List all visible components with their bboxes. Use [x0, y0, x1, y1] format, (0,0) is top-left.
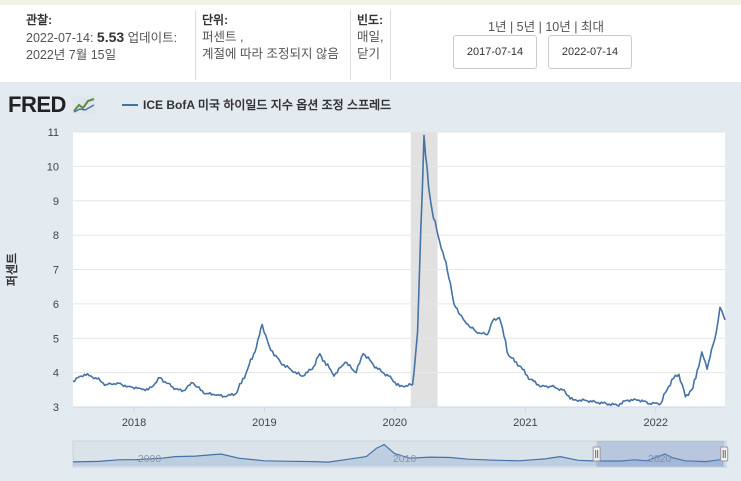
updated-date: 2022년 7월 15일: [26, 48, 117, 62]
legend-swatch: [122, 103, 138, 106]
trend-line-icon: [71, 96, 96, 114]
series-info-bar: 관찰: 2022-07-14: 5.53 업데이트: 2022년 7월 15일 …: [0, 0, 741, 82]
y-tick-label: 3: [53, 402, 59, 414]
y-tick-label: 8: [53, 230, 59, 242]
units-label: 단위:: [202, 13, 229, 27]
observation-value: 5.53: [96, 29, 125, 45]
y-tick-label: 9: [53, 196, 59, 208]
range-separator: |: [538, 20, 542, 34]
range-5y-link[interactable]: 5년: [516, 20, 536, 34]
updated-label: 업데이트:: [127, 31, 178, 45]
y-tick-label: 10: [47, 161, 59, 173]
x-tick-label: 2018: [122, 417, 146, 429]
frequency-line-2: 닫기: [357, 47, 381, 61]
range-separator: |: [574, 20, 578, 34]
start-date-input[interactable]: 2017-07-14: [453, 35, 537, 69]
navigator-selection: [596, 441, 725, 467]
units-line-2: 계절에 따라 조정되지 않음: [202, 47, 339, 61]
navigator-right-handle[interactable]: [720, 446, 729, 462]
x-tick-label: 2019: [252, 417, 276, 429]
divider: [195, 10, 196, 80]
y-tick-label: 5: [53, 333, 59, 345]
fred-logo-text: FRED: [8, 92, 66, 117]
range-10y-link[interactable]: 10년: [545, 20, 571, 34]
x-tick-label: 2022: [643, 417, 667, 429]
y-tick-label: 7: [53, 265, 59, 277]
navigator-tick-label: 2010: [393, 453, 417, 465]
frequency-cell: 빈도: 매일, 닫기: [357, 12, 397, 63]
range-max-link[interactable]: 최대: [580, 20, 604, 34]
observation-cell: 관찰: 2022-07-14: 5.53 업데이트: 2022년 7월 15일: [26, 12, 191, 64]
divider: [390, 10, 391, 80]
navigator-line: [72, 443, 724, 463]
navigator-area: [73, 444, 724, 466]
end-date-input[interactable]: 2022-07-14: [548, 35, 632, 69]
y-tick-label: 6: [53, 299, 59, 311]
y-axis-label: 퍼센트: [4, 253, 19, 286]
range-selector: 1년 | 5년 | 10년 | 최대: [488, 16, 604, 35]
range-1y-link[interactable]: 1년: [488, 20, 507, 34]
units-line-1: 퍼센트 ,: [202, 30, 244, 44]
y-tick-label: 11: [48, 127, 59, 139]
chart-legend: ICE BofA 미국 하이일드 지수 옵션 조정 스프레드: [122, 96, 391, 113]
divider: [350, 10, 351, 80]
x-tick-label: 2020: [382, 417, 406, 429]
observation-date: 2022-07-14:: [26, 31, 94, 45]
units-cell: 단위: 퍼센트 , 계절에 따라 조정되지 않음: [202, 12, 352, 63]
navigator-tick-label: 2020: [648, 453, 672, 465]
series-line: [72, 134, 726, 407]
top-strip: [0, 0, 741, 5]
fred-logo[interactable]: FRED: [8, 92, 96, 118]
frequency-label: 빈도:: [357, 13, 384, 27]
y-tick-label: 4: [53, 368, 59, 380]
x-tick-label: 2021: [513, 417, 537, 429]
range-separator: |: [509, 20, 514, 34]
observation-label: 관찰:: [26, 13, 53, 27]
legend-series-name: ICE BofA 미국 하이일드 지수 옵션 조정 스프레드: [143, 98, 392, 112]
navigator-left-handle[interactable]: [592, 446, 601, 462]
navigator-tick-label: 2000: [138, 453, 162, 465]
frequency-line-1: 매일,: [357, 30, 384, 44]
